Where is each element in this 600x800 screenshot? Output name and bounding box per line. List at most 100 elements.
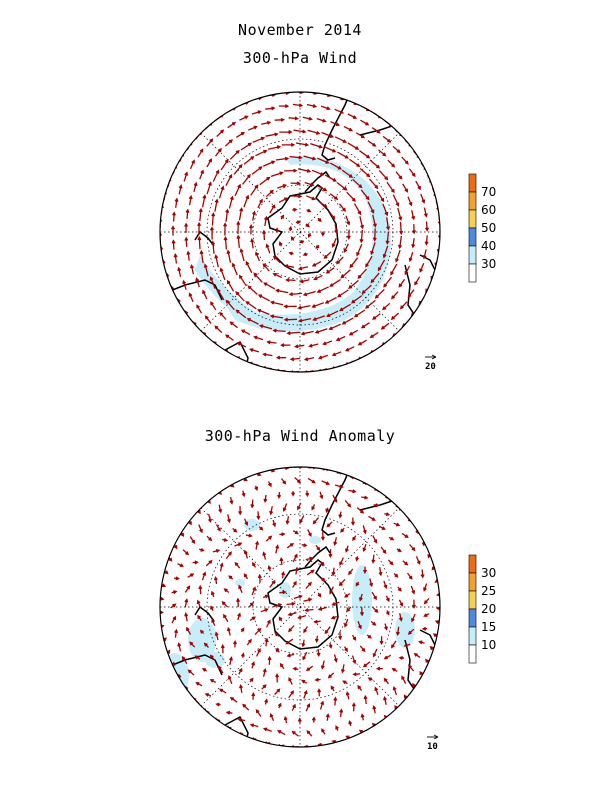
wind-arrow <box>345 691 350 700</box>
wind-arrow <box>265 243 271 254</box>
wind-arrow <box>329 193 339 200</box>
wind-arrow <box>335 725 339 731</box>
wind-arrow <box>240 142 253 151</box>
wind-arrow <box>227 675 233 685</box>
wind-arrow <box>275 288 289 294</box>
wind-arrow <box>388 536 395 541</box>
wind-arrow <box>257 198 263 209</box>
wind-arrow <box>303 597 313 602</box>
wind-arrow <box>369 159 381 169</box>
wind-arrow <box>292 553 298 563</box>
wind-arrow <box>219 267 226 281</box>
wind-arrow <box>237 717 246 722</box>
wind-arrow <box>249 616 256 622</box>
wind-arrow <box>355 556 360 562</box>
wind-arrow <box>311 504 316 511</box>
panel-title-anomaly: 300-hPa Wind Anomaly <box>204 427 396 445</box>
wind-arrow <box>249 224 254 235</box>
wind-arrow <box>299 279 310 284</box>
wind-arrow <box>183 171 189 182</box>
wind-arrow <box>352 178 363 189</box>
wind-arrow <box>216 129 225 137</box>
wind-arrow <box>326 310 339 318</box>
wind-arrow <box>359 229 364 244</box>
wind-arrow <box>198 547 205 552</box>
wind-arrow <box>289 155 303 160</box>
wind-arrow <box>371 127 381 134</box>
wind-arrow <box>199 249 204 264</box>
wind-arrow <box>373 503 380 508</box>
wind-arrow <box>269 204 276 214</box>
wind-arrow <box>408 168 416 178</box>
colorbar: 30 25 20 15 10 <box>468 554 496 664</box>
wind-arrow <box>234 183 241 197</box>
wind-arrow <box>194 655 201 660</box>
wind-arrow <box>344 592 351 598</box>
wind-arrow <box>322 340 333 346</box>
wind-arrow <box>225 551 232 559</box>
colorbar-tick: 30 <box>481 257 496 271</box>
wind-arrow <box>285 278 296 283</box>
wind-arrow <box>265 106 276 111</box>
wind-arrow <box>301 639 306 648</box>
wind-arrow <box>401 532 409 539</box>
wind-arrow <box>174 197 179 208</box>
wind-arrow <box>291 703 296 711</box>
wind-arrow <box>262 229 267 241</box>
wind-arrow <box>289 357 301 362</box>
wind-arrow <box>321 231 325 237</box>
wind-arrow <box>305 223 310 228</box>
wind-arrow <box>178 184 183 195</box>
wind-arrow <box>355 132 366 139</box>
wind-arrow <box>401 675 407 684</box>
wind-arrow <box>415 556 421 565</box>
wind-arrow <box>349 158 361 167</box>
wind-arrow <box>306 730 313 737</box>
wind-arrow <box>235 309 247 319</box>
wind-arrow <box>344 499 352 508</box>
wind-arrow <box>306 569 315 576</box>
wind-arrow <box>331 351 342 357</box>
wind-arrow <box>343 125 354 132</box>
wind-arrow <box>421 626 428 631</box>
wind-arrow <box>374 288 385 299</box>
wind-arrow <box>377 259 386 272</box>
wind-arrow <box>329 162 342 170</box>
wind-arrow <box>242 703 250 711</box>
wind-arrow <box>305 490 310 498</box>
wind-arrow <box>199 169 205 180</box>
wind-arrow <box>303 626 308 634</box>
wind-arrow <box>201 668 208 672</box>
wind-arrow <box>186 250 191 261</box>
wind-arrow <box>415 180 421 191</box>
wind-arrow <box>223 613 229 623</box>
wind-arrow <box>361 284 372 295</box>
wind-arrow <box>362 543 367 552</box>
wind-arrow <box>285 516 290 525</box>
wind-arrow <box>372 705 377 714</box>
wind-arrow <box>346 191 356 202</box>
wind-arrow <box>435 606 440 611</box>
wind-arrow <box>317 354 329 360</box>
wind-arrow <box>280 214 285 220</box>
wind-arrow <box>385 231 390 245</box>
wind-arrow <box>225 208 230 222</box>
wind-arrow <box>244 518 249 526</box>
wind-arrow <box>265 189 274 198</box>
wind-arrow <box>387 559 394 566</box>
wind-arrow <box>314 635 319 644</box>
wind-arrow <box>359 216 365 230</box>
wind-arrow <box>320 660 325 670</box>
wind-arrow <box>278 197 289 203</box>
wind-arrow <box>182 279 187 290</box>
wind-arrow <box>282 503 288 512</box>
reference-vector-label: 20 <box>425 362 436 372</box>
wind-arrow <box>265 132 279 137</box>
wind-arrow <box>206 138 214 147</box>
wind-arrow <box>314 677 321 682</box>
wind-arrow <box>236 597 241 607</box>
wind-arrow <box>383 677 390 685</box>
wind-arrow <box>202 289 208 300</box>
wind-arrow <box>325 267 335 274</box>
wind-arrow <box>206 158 212 168</box>
